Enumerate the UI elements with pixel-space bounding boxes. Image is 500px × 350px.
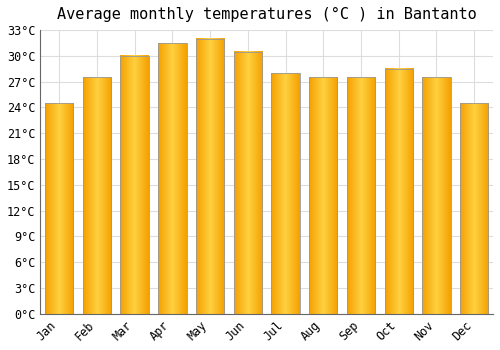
Title: Average monthly temperatures (°C ) in Bantanto: Average monthly temperatures (°C ) in Ba… bbox=[57, 7, 476, 22]
Bar bbox=[384, 69, 413, 314]
Bar bbox=[460, 103, 488, 314]
Bar bbox=[272, 73, 299, 314]
Bar bbox=[196, 38, 224, 314]
Bar bbox=[120, 56, 149, 314]
Bar bbox=[347, 77, 375, 314]
Bar bbox=[309, 77, 338, 314]
Bar bbox=[422, 77, 450, 314]
Bar bbox=[158, 43, 186, 314]
Bar bbox=[83, 77, 111, 314]
Bar bbox=[45, 103, 74, 314]
Bar bbox=[234, 51, 262, 314]
